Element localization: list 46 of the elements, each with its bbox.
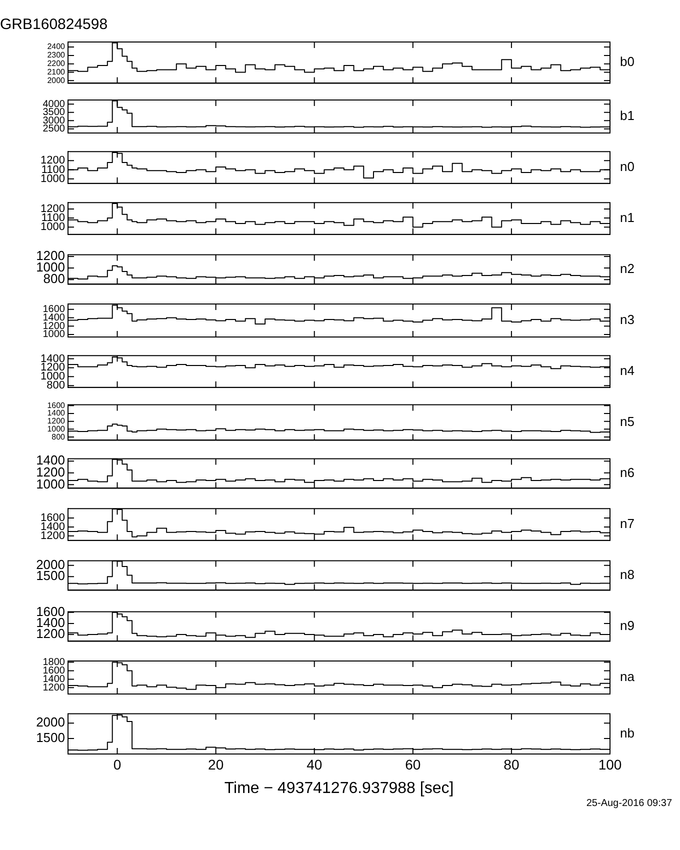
y-tick-label: 2000 xyxy=(36,714,65,730)
legend-label: n6 xyxy=(620,465,634,480)
x-tick-label: 60 xyxy=(405,756,421,772)
legend-label: n3 xyxy=(620,312,634,328)
y-tick-label: 800 xyxy=(52,432,66,442)
y-tick-label: 800 xyxy=(46,380,65,392)
legend-label: n1 xyxy=(620,210,634,226)
y-tick-label: 2300 xyxy=(47,50,66,60)
y-tick-label: 1200 xyxy=(42,682,66,694)
legend-label: n5 xyxy=(620,414,634,430)
legend-label: n8 xyxy=(620,567,634,582)
x-tick-label: 100 xyxy=(598,756,622,772)
y-tick-label: 2200 xyxy=(47,59,66,68)
legend-label: na xyxy=(620,669,636,684)
text: 25-Aug-2016 09:37 xyxy=(585,798,672,809)
y-tick-label: 1000 xyxy=(42,329,66,340)
x-tick-label: 80 xyxy=(504,756,520,772)
y-tick-label: 1400 xyxy=(42,674,66,685)
y-tick-label: 1600 xyxy=(36,604,65,619)
legend-label: n4 xyxy=(620,363,634,378)
legend-label: n7 xyxy=(620,516,634,532)
x-tick-label: 40 xyxy=(306,756,322,772)
y-tick-label: 1200 xyxy=(47,416,66,426)
legend-label: n0 xyxy=(620,159,634,174)
legend-label: b0 xyxy=(620,54,634,70)
x-tick-label: 20 xyxy=(208,756,224,772)
y-tick-label: 1200 xyxy=(36,626,65,642)
y-tick-label: 1500 xyxy=(36,730,65,746)
y-tick-label: 1000 xyxy=(47,424,66,434)
y-tick-label: 2000 xyxy=(47,76,66,85)
y-tick-label: 1000 xyxy=(40,221,65,234)
x-axis-title: Time − 493741276.937988 [sec] xyxy=(224,780,454,797)
y-tick-label: 1000 xyxy=(40,172,65,185)
y-tick-label: 1600 xyxy=(47,400,66,410)
legend-label: b1 xyxy=(620,108,634,124)
y-tick-label: 1200 xyxy=(40,530,65,542)
legend-label: n9 xyxy=(620,618,634,634)
y-tick-label: 1400 xyxy=(47,408,66,418)
chart-title: GRB160824598 xyxy=(0,16,108,34)
y-tick-label: 2500 xyxy=(42,124,66,135)
x-tick-label: 0 xyxy=(113,756,122,772)
legend-label: n2 xyxy=(620,261,634,276)
legend-label: nb xyxy=(620,725,634,740)
y-tick-label: 2400 xyxy=(47,42,66,52)
y-tick-label: 2100 xyxy=(47,67,66,76)
y-tick-label: 1600 xyxy=(42,665,66,676)
